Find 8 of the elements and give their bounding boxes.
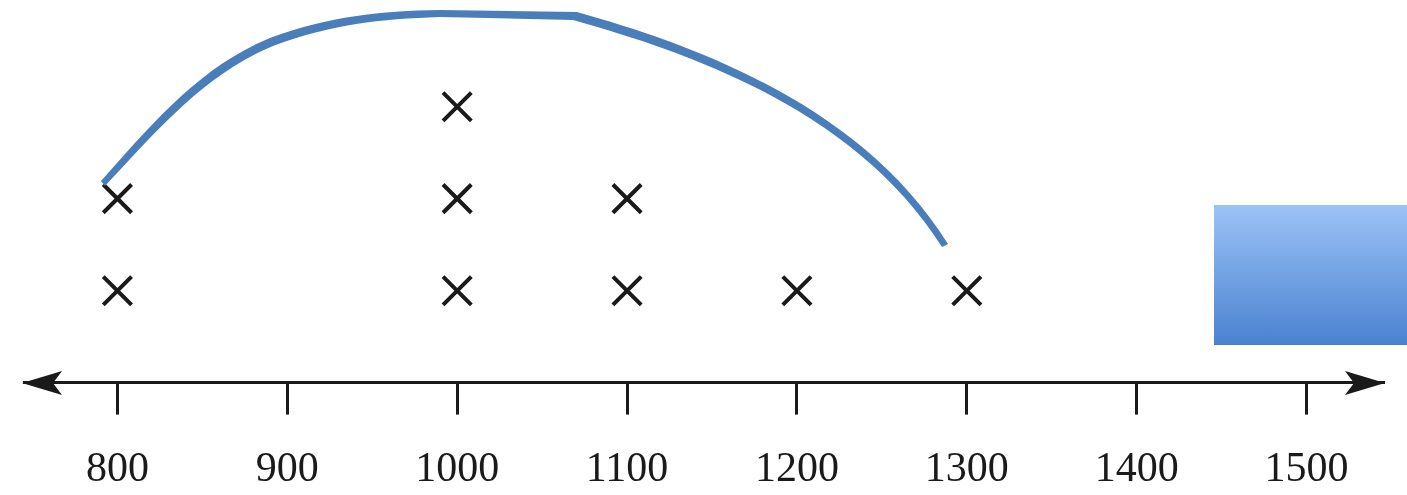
x-tick-label: 1500 — [1264, 443, 1349, 490]
x-tick-label: 1000 — [415, 443, 500, 490]
x-tick-label: 1400 — [1094, 443, 1179, 490]
x-tick-label: 800 — [85, 443, 149, 490]
x-tick-label: 900 — [255, 443, 319, 490]
x-tick-label: 1100 — [585, 443, 669, 490]
x-tick-label: 1200 — [754, 443, 839, 490]
x-tick-label: 1300 — [924, 443, 1009, 490]
